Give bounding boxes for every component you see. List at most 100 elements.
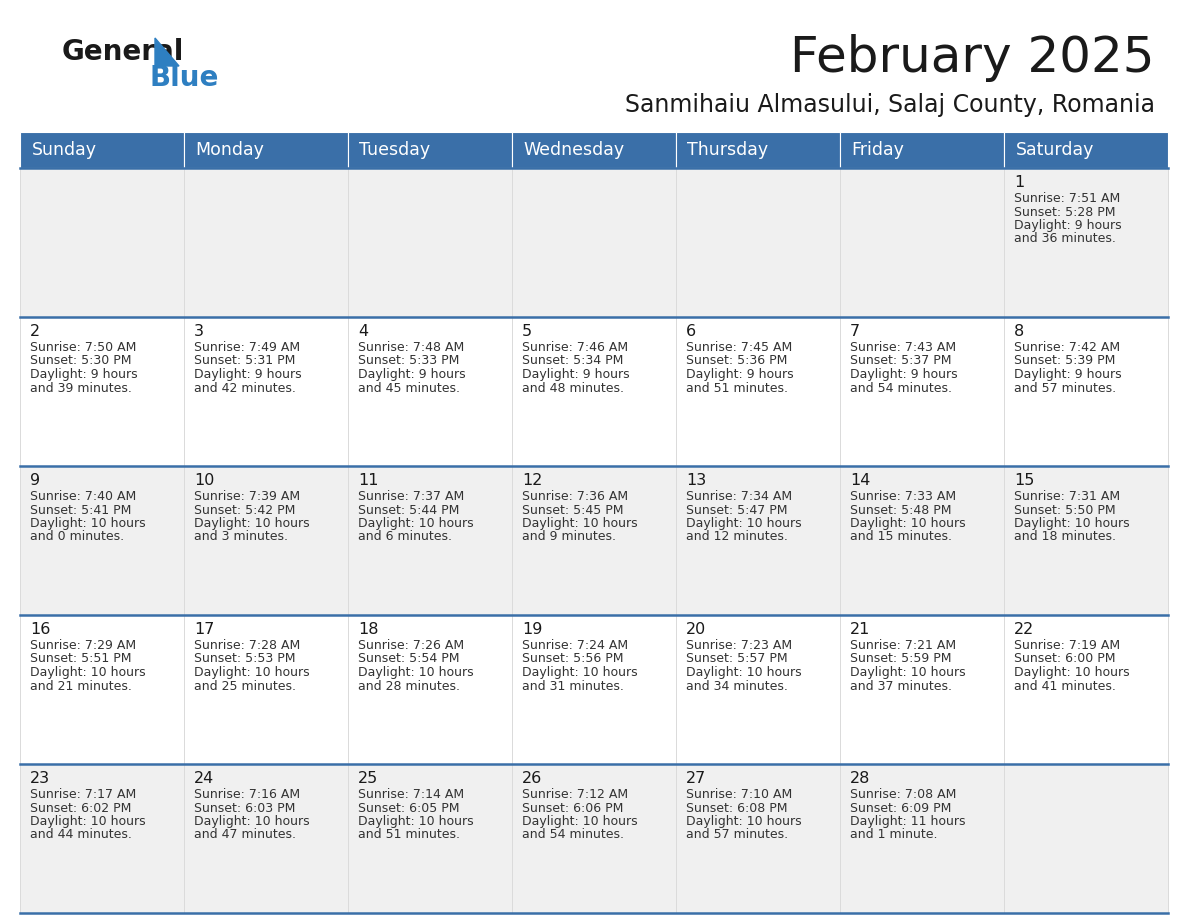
Text: Sunset: 5:54 PM: Sunset: 5:54 PM (358, 653, 460, 666)
Text: Sunrise: 7:46 AM: Sunrise: 7:46 AM (522, 341, 628, 354)
Text: Blue: Blue (150, 64, 220, 92)
Text: Sunrise: 7:45 AM: Sunrise: 7:45 AM (685, 341, 792, 354)
Bar (348, 317, 512, 466)
Bar (184, 132, 348, 168)
Text: Sunset: 6:08 PM: Sunset: 6:08 PM (685, 801, 788, 814)
Bar (676, 317, 840, 466)
Text: Daylight: 9 hours: Daylight: 9 hours (1013, 219, 1121, 232)
Text: 9: 9 (30, 473, 40, 488)
Text: and 41 minutes.: and 41 minutes. (1013, 679, 1116, 692)
Bar (1004, 168, 1168, 317)
Bar (676, 615, 840, 764)
Text: Wednesday: Wednesday (524, 141, 625, 159)
Text: Sunrise: 7:10 AM: Sunrise: 7:10 AM (685, 788, 792, 801)
Text: Daylight: 10 hours: Daylight: 10 hours (685, 517, 802, 530)
Text: Daylight: 10 hours: Daylight: 10 hours (194, 815, 309, 828)
Text: and 45 minutes.: and 45 minutes. (358, 382, 460, 395)
Text: and 57 minutes.: and 57 minutes. (1013, 382, 1116, 395)
Text: Sunrise: 7:37 AM: Sunrise: 7:37 AM (358, 490, 465, 503)
Bar (20, 764, 184, 913)
Bar (348, 168, 512, 317)
Text: Daylight: 10 hours: Daylight: 10 hours (30, 666, 145, 679)
Text: 8: 8 (1013, 324, 1024, 339)
Text: Daylight: 9 hours: Daylight: 9 hours (522, 368, 630, 381)
Bar (1004, 466, 1168, 615)
Bar (184, 615, 348, 764)
Text: Sunrise: 7:21 AM: Sunrise: 7:21 AM (849, 639, 956, 652)
Text: Daylight: 10 hours: Daylight: 10 hours (685, 815, 802, 828)
Text: 26: 26 (522, 771, 542, 786)
Text: Monday: Monday (196, 141, 265, 159)
Text: Sunrise: 7:43 AM: Sunrise: 7:43 AM (849, 341, 956, 354)
Text: Tuesday: Tuesday (360, 141, 430, 159)
Text: Sunset: 5:34 PM: Sunset: 5:34 PM (522, 354, 624, 367)
Text: Sunrise: 7:23 AM: Sunrise: 7:23 AM (685, 639, 792, 652)
Text: 18: 18 (358, 622, 378, 637)
Text: Sunset: 5:45 PM: Sunset: 5:45 PM (522, 503, 624, 517)
Text: Daylight: 11 hours: Daylight: 11 hours (849, 815, 966, 828)
Text: Sunset: 5:50 PM: Sunset: 5:50 PM (1013, 503, 1116, 517)
Text: and 34 minutes.: and 34 minutes. (685, 679, 788, 692)
Text: and 48 minutes.: and 48 minutes. (522, 382, 624, 395)
Text: Friday: Friday (852, 141, 904, 159)
Text: 2: 2 (30, 324, 40, 339)
Text: Sunrise: 7:50 AM: Sunrise: 7:50 AM (30, 341, 137, 354)
Text: Daylight: 10 hours: Daylight: 10 hours (522, 815, 638, 828)
Bar (1004, 132, 1168, 168)
Text: Sunset: 5:57 PM: Sunset: 5:57 PM (685, 653, 788, 666)
Text: and 21 minutes.: and 21 minutes. (30, 679, 132, 692)
Text: Sunset: 5:42 PM: Sunset: 5:42 PM (194, 503, 295, 517)
Bar (348, 764, 512, 913)
Text: Sunset: 5:39 PM: Sunset: 5:39 PM (1013, 354, 1116, 367)
Bar (20, 317, 184, 466)
Text: and 1 minute.: and 1 minute. (849, 829, 937, 842)
Text: and 0 minutes.: and 0 minutes. (30, 531, 124, 543)
Text: 12: 12 (522, 473, 542, 488)
Text: Daylight: 9 hours: Daylight: 9 hours (30, 368, 138, 381)
Text: Sunrise: 7:24 AM: Sunrise: 7:24 AM (522, 639, 628, 652)
Bar (348, 615, 512, 764)
Bar (512, 615, 676, 764)
Text: Sunrise: 7:12 AM: Sunrise: 7:12 AM (522, 788, 628, 801)
Text: Sunrise: 7:08 AM: Sunrise: 7:08 AM (849, 788, 956, 801)
Text: Thursday: Thursday (688, 141, 769, 159)
Text: and 51 minutes.: and 51 minutes. (685, 382, 788, 395)
Text: Sunset: 6:02 PM: Sunset: 6:02 PM (30, 801, 131, 814)
Text: and 36 minutes.: and 36 minutes. (1013, 232, 1116, 245)
Bar (184, 168, 348, 317)
Bar (184, 466, 348, 615)
Text: 19: 19 (522, 622, 542, 637)
Text: 22: 22 (1013, 622, 1034, 637)
Text: Sunrise: 7:19 AM: Sunrise: 7:19 AM (1013, 639, 1120, 652)
Text: 13: 13 (685, 473, 706, 488)
Text: and 51 minutes.: and 51 minutes. (358, 829, 460, 842)
Bar (840, 764, 1004, 913)
Bar (840, 132, 1004, 168)
Bar (20, 168, 184, 317)
Text: Sunrise: 7:51 AM: Sunrise: 7:51 AM (1013, 192, 1120, 205)
Text: and 44 minutes.: and 44 minutes. (30, 829, 132, 842)
Text: Sunrise: 7:34 AM: Sunrise: 7:34 AM (685, 490, 792, 503)
Text: Daylight: 10 hours: Daylight: 10 hours (194, 517, 309, 530)
Text: Sunrise: 7:39 AM: Sunrise: 7:39 AM (194, 490, 299, 503)
Bar (840, 615, 1004, 764)
Text: Daylight: 10 hours: Daylight: 10 hours (358, 666, 474, 679)
Text: Sunset: 5:51 PM: Sunset: 5:51 PM (30, 653, 132, 666)
Bar (512, 132, 676, 168)
Text: and 31 minutes.: and 31 minutes. (522, 679, 624, 692)
Text: Sunrise: 7:49 AM: Sunrise: 7:49 AM (194, 341, 299, 354)
Bar (1004, 317, 1168, 466)
Text: and 12 minutes.: and 12 minutes. (685, 531, 788, 543)
Text: Daylight: 10 hours: Daylight: 10 hours (685, 666, 802, 679)
Text: and 54 minutes.: and 54 minutes. (522, 829, 624, 842)
Bar (676, 764, 840, 913)
Text: and 25 minutes.: and 25 minutes. (194, 679, 296, 692)
Text: 4: 4 (358, 324, 368, 339)
Bar (184, 764, 348, 913)
Bar (20, 615, 184, 764)
Text: February 2025: February 2025 (790, 34, 1155, 82)
Text: Sunset: 5:47 PM: Sunset: 5:47 PM (685, 503, 788, 517)
Text: Daylight: 9 hours: Daylight: 9 hours (849, 368, 958, 381)
Text: Sunset: 5:53 PM: Sunset: 5:53 PM (194, 653, 296, 666)
Text: Sunrise: 7:17 AM: Sunrise: 7:17 AM (30, 788, 137, 801)
